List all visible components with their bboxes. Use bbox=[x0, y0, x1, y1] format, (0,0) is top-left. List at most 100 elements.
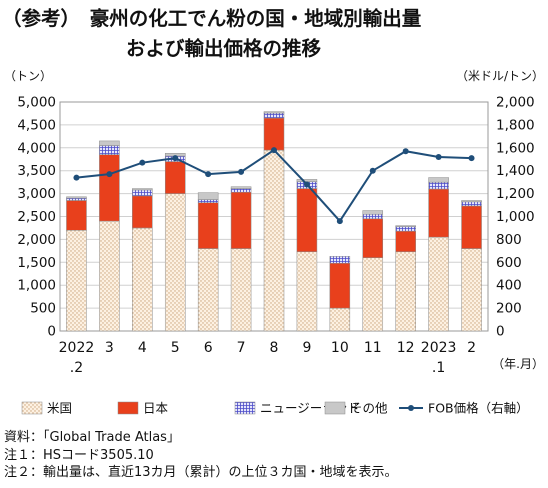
bar-segment bbox=[230, 186, 252, 189]
bar-segment bbox=[230, 248, 252, 332]
bar-segment bbox=[362, 257, 384, 332]
y-left-tick-label: 4,500 bbox=[17, 117, 56, 133]
line-point bbox=[238, 168, 245, 175]
bar-segment bbox=[132, 189, 153, 197]
bar-segment bbox=[461, 201, 482, 207]
x-tick-label: 12 bbox=[397, 340, 415, 356]
line-point bbox=[73, 174, 80, 181]
y-right-tick-label: 400 bbox=[496, 278, 522, 294]
bar-segment bbox=[197, 192, 219, 200]
bar-segment bbox=[362, 213, 384, 220]
y-left-tick-label: 500 bbox=[30, 301, 56, 317]
bar-segment bbox=[99, 220, 120, 332]
bar-segment bbox=[461, 248, 482, 332]
y-left-tick-label: 2,500 bbox=[17, 209, 56, 225]
x-unit: （年.月） bbox=[492, 357, 544, 371]
y-left-tick-label: 3,000 bbox=[17, 186, 56, 202]
y-right-tick-label: 0 bbox=[496, 324, 505, 340]
bar-segment bbox=[230, 191, 252, 249]
title-line-1: （参考） 豪州の化工でん粉の国・地域別輸出量 bbox=[2, 7, 422, 30]
y-right-tick-label: 2,000 bbox=[496, 95, 535, 111]
x-tick-label: 2023 bbox=[421, 340, 457, 356]
y-right-unit: （米ドル/トン） bbox=[456, 69, 544, 83]
bar-segment bbox=[362, 210, 384, 215]
bar-segment bbox=[362, 218, 384, 258]
bar-segment bbox=[296, 188, 318, 253]
line-point bbox=[205, 171, 212, 178]
legend-label: 米国 bbox=[47, 401, 72, 416]
bar-segment bbox=[461, 200, 482, 203]
y-right-tick-label: 1,200 bbox=[496, 186, 535, 202]
y-right-tick-label: 200 bbox=[496, 301, 522, 317]
note-source: 資料：「Global Trade Atlas」 bbox=[4, 430, 180, 445]
y-left-tick-label: 0 bbox=[47, 324, 56, 340]
bar-segment bbox=[132, 227, 153, 332]
line-point bbox=[172, 155, 179, 162]
bar-segment bbox=[296, 179, 318, 182]
legend-swatch bbox=[324, 401, 346, 415]
x-tick-label: .1 bbox=[432, 360, 445, 376]
y-left-tick-label: 3,500 bbox=[17, 163, 56, 179]
bar-segment bbox=[66, 200, 87, 231]
line-point bbox=[435, 153, 442, 160]
bar-segment bbox=[164, 193, 186, 332]
bar-segment bbox=[99, 154, 120, 222]
notes: 資料：「Global Trade Atlas」 注１：HSコード3505.10 … bbox=[4, 429, 398, 482]
bar-segment bbox=[263, 149, 285, 332]
bar-segment bbox=[329, 307, 351, 332]
x-tick-label: 11 bbox=[364, 340, 382, 356]
chart-title: （参考） 豪州の化工でん粉の国・地域別輸出量 および輸出価格の推移 bbox=[2, 4, 421, 64]
title-line-2: および輸出価格の推移 bbox=[126, 37, 322, 60]
bar-segment bbox=[230, 188, 252, 193]
line-point bbox=[402, 148, 409, 155]
bar-segment bbox=[263, 112, 285, 119]
x-tick-label: 3 bbox=[105, 340, 114, 356]
note-2: 注２：輸出量は、直近13カ月（累計）の上位３カ国・地域を表示。 bbox=[4, 465, 398, 480]
line-point bbox=[468, 155, 475, 162]
bar-segment bbox=[164, 161, 186, 194]
line-point bbox=[336, 218, 343, 225]
bar-segment bbox=[197, 199, 219, 204]
x-tick-label: 8 bbox=[270, 340, 279, 356]
bar-segment bbox=[263, 117, 285, 151]
bar-segment bbox=[132, 188, 153, 191]
y-right-tick-label: 1,000 bbox=[496, 209, 535, 225]
legend-label: FOB価格（右軸） bbox=[428, 401, 529, 416]
bar-segment bbox=[428, 236, 449, 332]
bar-segment bbox=[197, 248, 219, 332]
y-left-tick-label: 1,500 bbox=[17, 255, 56, 271]
line-point bbox=[271, 147, 277, 154]
y-left-tick-label: 4,000 bbox=[17, 140, 56, 156]
bar-segment bbox=[66, 196, 87, 199]
bar-segment bbox=[132, 195, 153, 229]
bar-segment bbox=[461, 205, 482, 249]
bar-segment bbox=[66, 229, 87, 332]
legend-line-marker bbox=[408, 405, 414, 411]
line-point bbox=[369, 167, 376, 174]
x-tick-label: 4 bbox=[138, 340, 147, 356]
bar-segment bbox=[197, 202, 219, 249]
x-tick-label: 6 bbox=[204, 340, 213, 356]
x-tick-label: 10 bbox=[331, 340, 349, 356]
y-right-tick-label: 1,400 bbox=[496, 163, 535, 179]
y-left-unit: （トン） bbox=[4, 69, 52, 83]
note-1: 注１：HSコード3505.10 bbox=[4, 447, 154, 463]
y-right-tick-label: 1,800 bbox=[496, 117, 535, 133]
legend-swatch bbox=[234, 401, 256, 415]
x-tick-label: 2 bbox=[467, 340, 476, 356]
bar-segment bbox=[329, 262, 351, 309]
legend-swatch bbox=[21, 401, 43, 415]
bar-segment bbox=[263, 111, 285, 114]
x-tick-label: .2 bbox=[70, 360, 83, 376]
x-tick-label: 5 bbox=[171, 340, 180, 356]
bar-segment bbox=[329, 256, 351, 264]
legend-swatch bbox=[117, 401, 139, 415]
bar-segment bbox=[395, 230, 416, 253]
y-left-tick-label: 5,000 bbox=[17, 95, 56, 111]
bar-segment bbox=[395, 225, 416, 227]
bar-segment bbox=[66, 197, 87, 201]
legend-label: その他 bbox=[350, 401, 388, 416]
bar-segment bbox=[296, 251, 318, 332]
bar-segment bbox=[99, 145, 120, 155]
